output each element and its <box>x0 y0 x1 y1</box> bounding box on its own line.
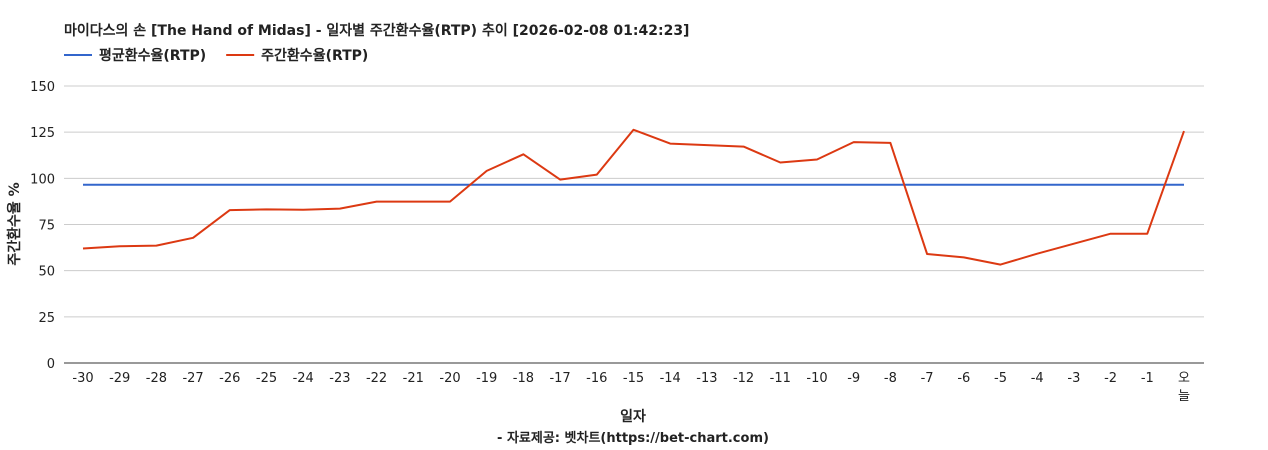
x-tick-label: -13 <box>696 371 717 386</box>
x-tick-label: -30 <box>72 371 93 386</box>
x-tick-label: -21 <box>403 371 424 386</box>
x-tick-label: -19 <box>476 371 497 386</box>
x-tick-label: -11 <box>770 371 791 386</box>
x-tick-label: -9 <box>847 371 860 386</box>
x-tick-label: -28 <box>146 371 167 386</box>
legend[interactable]: 평균환수율(RTP) 주간환수율(RTP) <box>64 47 368 64</box>
x-axis-ticks: -30 -29 -28 -27 -26 -25 -24 -23 -22 -21 -20 -19 -18-… <box>72 371 1190 404</box>
x-tick-label: -12 <box>733 371 754 386</box>
x-tick-label: -25 <box>256 371 277 386</box>
y-tick-label: 0 <box>47 357 55 372</box>
x-tick-label: -6 <box>957 371 970 386</box>
x-tick-label: -20 <box>439 371 460 386</box>
x-tick-label: -2 <box>1104 371 1117 386</box>
legend-label: 주간환수율(RTP) <box>261 47 368 64</box>
grid <box>64 85 1204 364</box>
x-tick-label: -27 <box>182 371 203 386</box>
y-axis-ticks: 0 25 50 75 100 125 150 <box>30 80 55 372</box>
y-tick-label: 25 <box>38 311 55 326</box>
x-tick-label: -16 <box>586 371 607 386</box>
x-tick-label: -29 <box>109 371 130 386</box>
data-source-footer: - 자료제공: 벳차트(https://bet-chart.com) <box>497 430 769 446</box>
x-tick-label: -10 <box>806 371 827 386</box>
x-tick-label: -15 <box>623 371 644 386</box>
y-tick-label: 50 <box>38 265 55 280</box>
x-tick-label: -14 <box>660 371 681 386</box>
x-tick-label: -7 <box>921 371 934 386</box>
x-tick-label: -5 <box>994 371 1007 386</box>
legend-label: 평균환수율(RTP) <box>99 47 206 64</box>
chart-title: 마이다스의 손 [The Hand of Midas] - 일자별 주간환수율(… <box>64 22 689 39</box>
x-tick-label: -4 <box>1031 371 1044 386</box>
x-axis-title: 일자 <box>620 409 646 425</box>
x-tick-label: -26 <box>219 371 240 386</box>
x-tick-label: -22 <box>366 371 387 386</box>
x-tick-label: -8 <box>884 371 897 386</box>
y-tick-label: 100 <box>30 172 55 187</box>
x-tick-label: -24 <box>293 371 314 386</box>
y-tick-label: 150 <box>30 80 55 95</box>
y-axis-title: 주간환수율 % <box>6 182 23 265</box>
series-line-weekly-rtp <box>82 128 1185 266</box>
series-lines <box>82 128 1185 266</box>
x-tick-label: -3 <box>1067 371 1080 386</box>
x-tick-label: -23 <box>329 371 350 386</box>
x-tick-label: -18 <box>513 371 534 386</box>
x-tick-label: -1 <box>1141 371 1154 386</box>
x-tick-label: -17 <box>549 371 570 386</box>
y-tick-label: 75 <box>38 219 55 234</box>
y-tick-label: 125 <box>30 126 55 141</box>
